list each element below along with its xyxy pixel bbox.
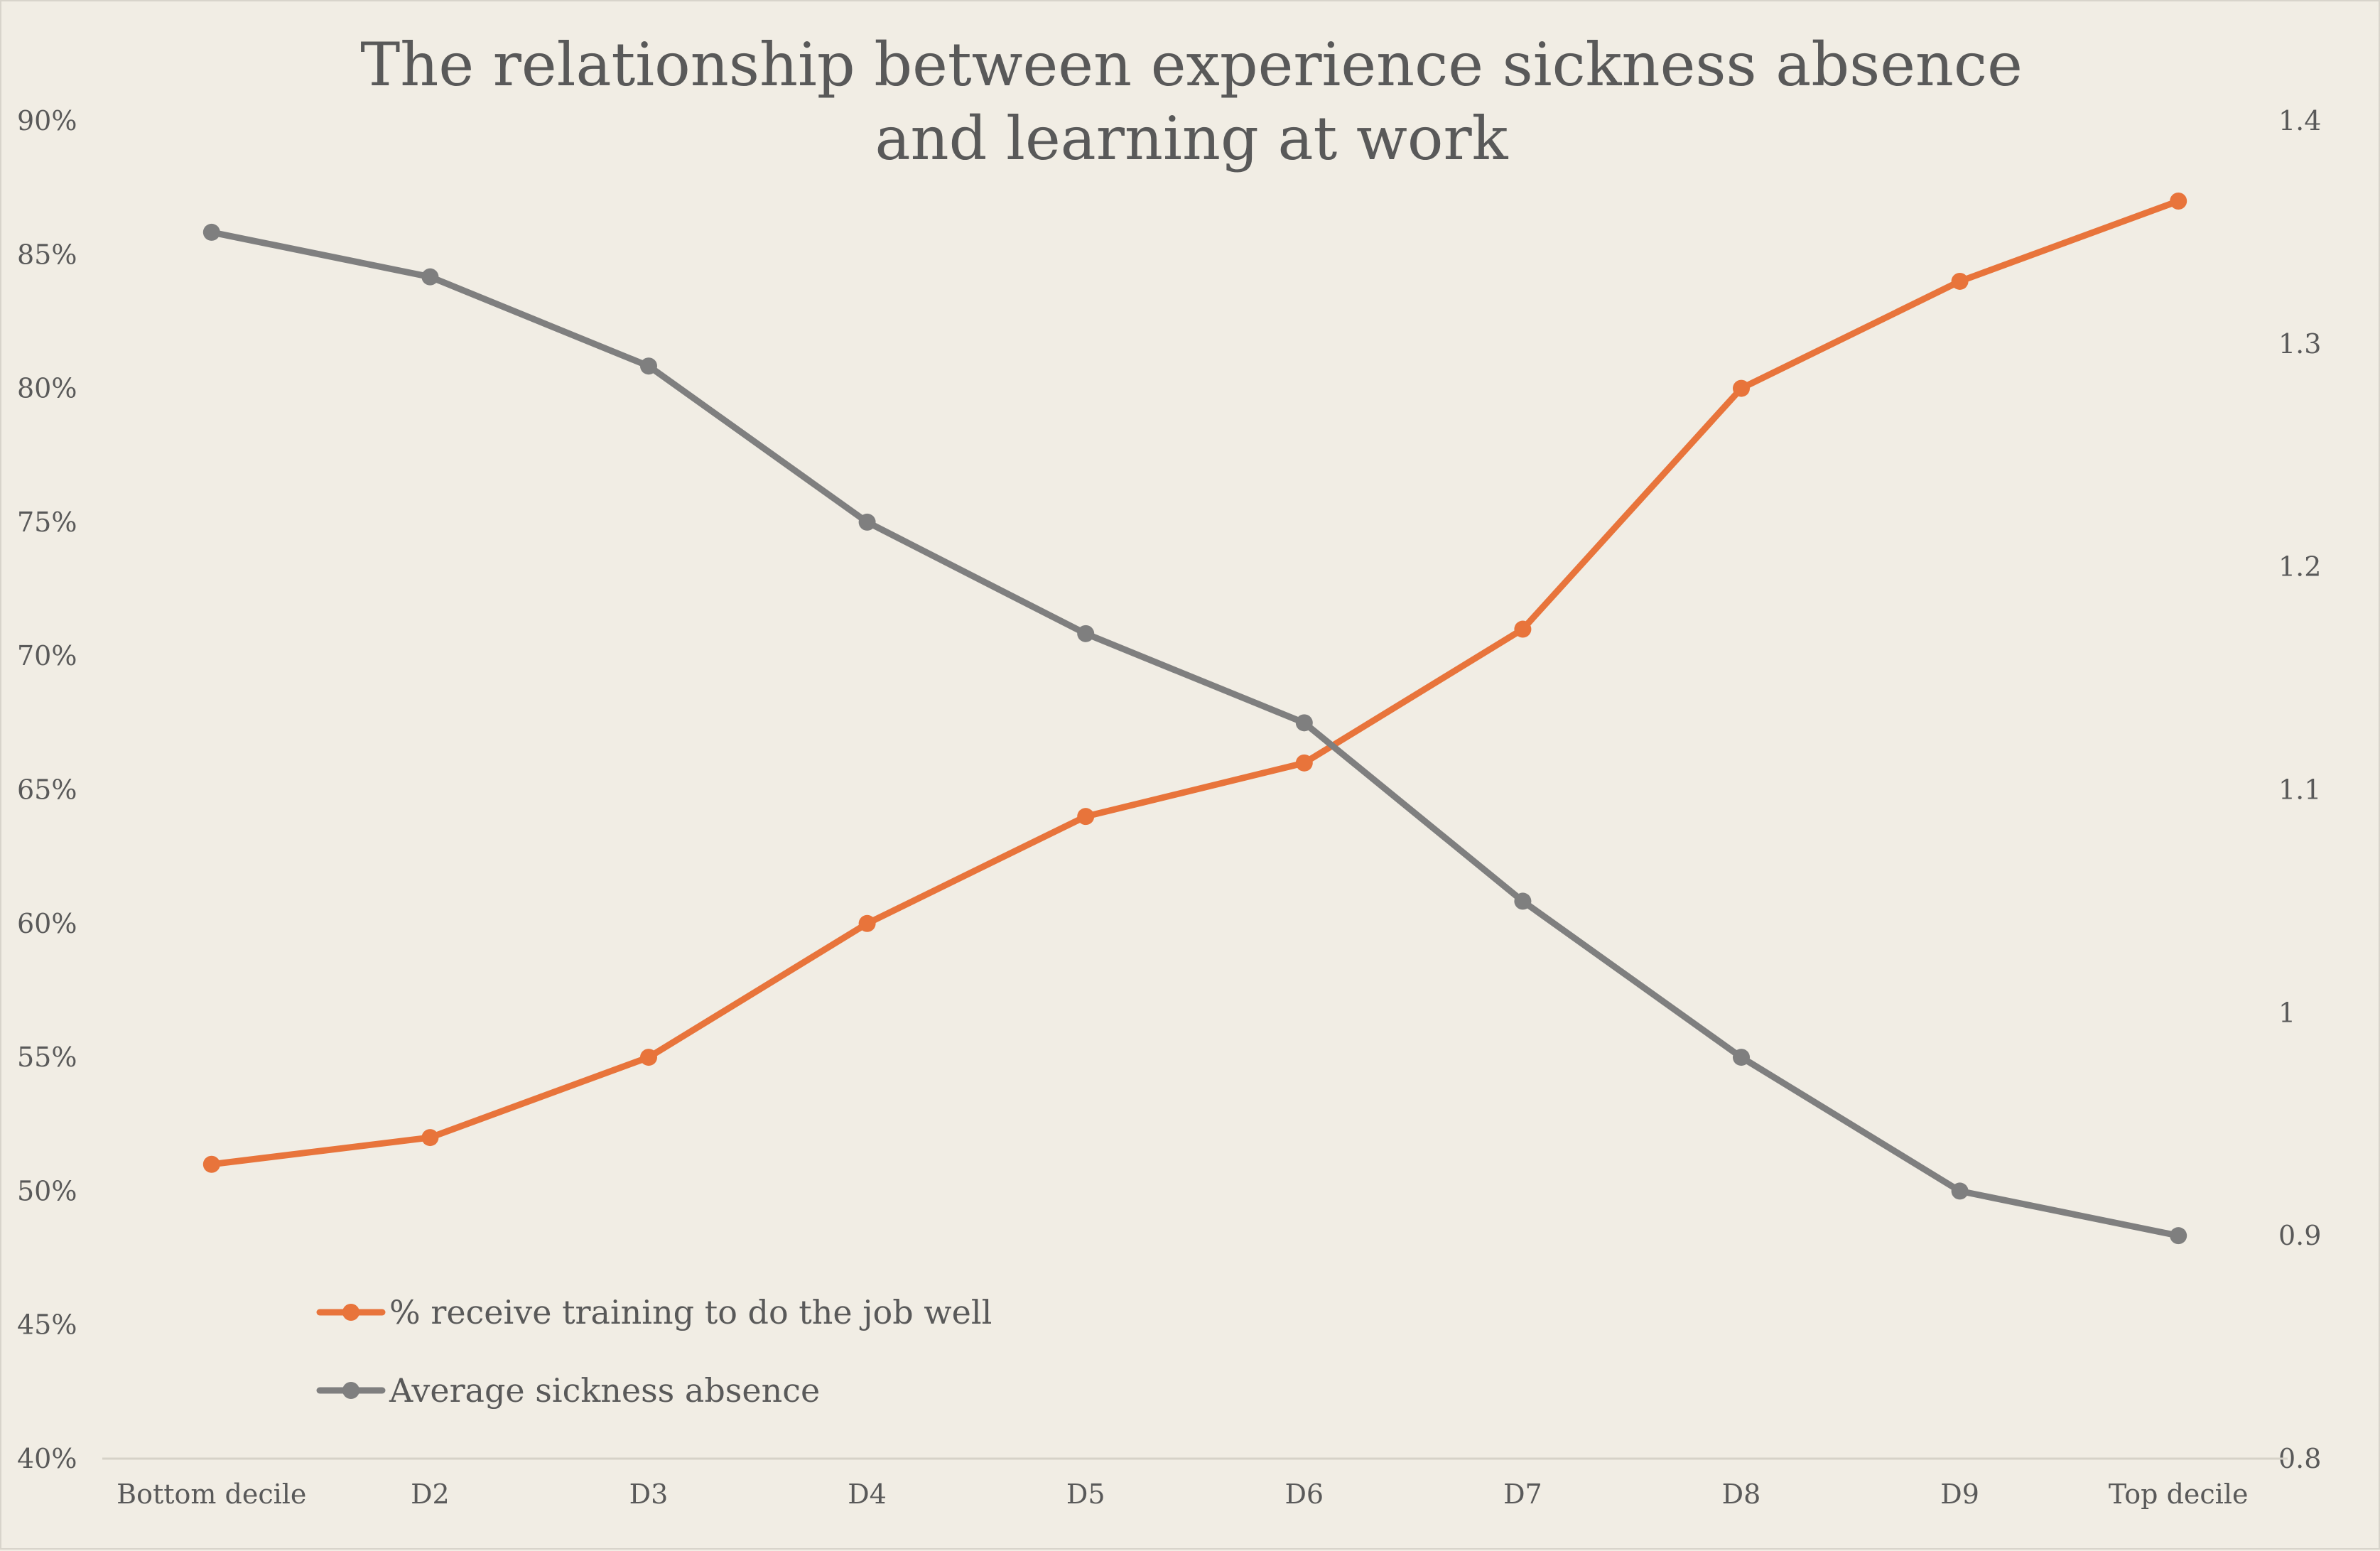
- legend-marker-swatch: [342, 1382, 359, 1399]
- legend-item: Average sickness absence: [316, 1371, 820, 1410]
- series-data-point: [421, 1129, 439, 1147]
- left-axis-tick-label: 50%: [17, 1175, 77, 1206]
- left-axis-tick-label: 40%: [17, 1443, 77, 1474]
- x-axis-category-label: Bottom decile: [117, 1479, 306, 1510]
- series-data-point: [202, 1155, 220, 1173]
- x-axis-category-label: Top decile: [2109, 1479, 2249, 1510]
- right-axis: 0.80.911.11.21.31.4: [2278, 105, 2321, 1474]
- chart-title: The relationship between experience sick…: [360, 30, 2023, 173]
- series-line: [208, 198, 2182, 1168]
- left-axis-tick-label: 55%: [17, 1042, 77, 1073]
- legend: % receive training to do the job well Ave…: [316, 1293, 992, 1410]
- series-data-point: [858, 914, 876, 932]
- series-data-point: [1514, 620, 1532, 638]
- series-data-point: [1733, 1049, 1750, 1066]
- legend-label: % receive training to do the job well: [389, 1293, 992, 1331]
- right-axis-tick-label: 0.9: [2278, 1220, 2321, 1251]
- right-axis-tick-label: 1.2: [2278, 551, 2321, 583]
- right-axis-tick-label: 1.4: [2278, 105, 2321, 136]
- x-axis-category-label: D6: [1284, 1479, 1324, 1510]
- series-data-point: [1077, 808, 1095, 826]
- series-data-point: [1951, 272, 1969, 290]
- x-axis-category-label: D5: [1066, 1479, 1105, 1510]
- series-data-point: [640, 1049, 657, 1066]
- legend-label: Average sickness absence: [389, 1371, 820, 1410]
- x-axis-category-label: D3: [629, 1479, 669, 1510]
- series-data-point: [640, 357, 657, 375]
- left-axis-tick-label: 65%: [17, 774, 77, 806]
- series-data-point: [1295, 754, 1313, 772]
- series-data-point: [858, 513, 876, 531]
- legend-marker-swatch: [342, 1304, 359, 1321]
- right-axis-tick-label: 1: [2278, 997, 2295, 1028]
- left-axis-tick-label: 80%: [17, 373, 77, 404]
- series-data-point: [1733, 379, 1750, 397]
- plot-series: [202, 192, 2187, 1245]
- x-axis-category-label: D7: [1503, 1479, 1542, 1510]
- right-axis-tick-label: 1.1: [2278, 774, 2321, 806]
- series-data-point: [202, 223, 220, 241]
- left-axis-tick-label: 85%: [17, 239, 77, 270]
- series-line: [208, 229, 2182, 1239]
- left-axis-tick-label: 90%: [17, 105, 77, 136]
- chart-title-line-2: and learning at work: [875, 104, 1508, 173]
- legend-item: % receive training to do the job well: [316, 1293, 992, 1331]
- series-data-point: [1077, 625, 1095, 642]
- series-data-point: [1951, 1182, 1969, 1200]
- series-data-point: [1295, 714, 1313, 732]
- x-axis-category-label: D2: [411, 1479, 450, 1510]
- left-axis-tick-label: 45%: [17, 1309, 77, 1341]
- left-axis: 40% 45% 50% 55% 60% 65% 70% 75% 80% 85% 90%: [17, 105, 77, 1474]
- x-axis: Bottom decile D2 D3 D4 D5 D6 D7 D8 D9 Top decile: [117, 1479, 2248, 1510]
- series-1: [202, 192, 2187, 1173]
- series-data-point: [1514, 892, 1532, 910]
- x-axis-category-label: D4: [848, 1479, 887, 1510]
- series-2: [202, 223, 2187, 1245]
- left-axis-tick-label: 75%: [17, 507, 77, 538]
- series-data-point: [421, 268, 439, 286]
- right-axis-tick-label: 1.3: [2278, 328, 2321, 360]
- series-data-point: [2170, 192, 2187, 210]
- chart-title-line-1: The relationship between experience sick…: [360, 30, 2023, 99]
- left-axis-tick-label: 70%: [17, 640, 77, 671]
- x-axis-category-label: D8: [1722, 1479, 1761, 1510]
- series-data-point: [2170, 1227, 2187, 1245]
- x-axis-category-label: D9: [1940, 1479, 1979, 1510]
- left-axis-tick-label: 60%: [17, 908, 77, 939]
